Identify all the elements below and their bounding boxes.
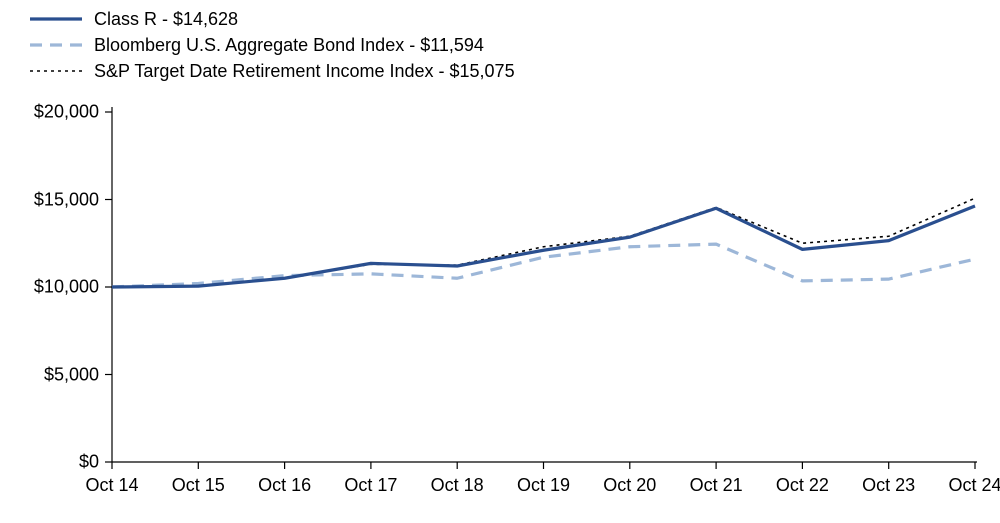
y-tick-label: $10,000 [27,277,99,298]
y-tick-label: $15,000 [27,189,99,210]
plot-area [0,0,1000,523]
x-tick-label: Oct 19 [517,475,570,496]
x-tick-label: Oct 20 [603,475,656,496]
x-tick-label: Oct 21 [690,475,743,496]
x-tick-label: Oct 23 [862,475,915,496]
y-tick-label: $0 [27,452,99,473]
x-tick-label: Oct 22 [776,475,829,496]
x-tick-label: Oct 17 [344,475,397,496]
y-tick-label: $5,000 [27,364,99,385]
x-tick-label: Oct 15 [172,475,225,496]
x-tick-label: Oct 14 [85,475,138,496]
y-tick-label: $20,000 [27,102,99,123]
x-tick-label: Oct 16 [258,475,311,496]
x-tick-label: Oct 18 [431,475,484,496]
growth-chart: Class R - $14,628 Bloomberg U.S. Aggrega… [0,0,1000,523]
x-tick-label: Oct 24 [948,475,1000,496]
